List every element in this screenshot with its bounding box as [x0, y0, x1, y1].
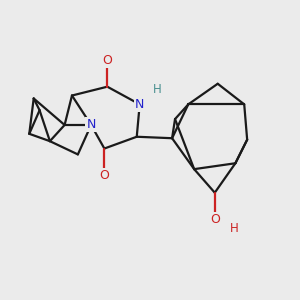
Text: O: O [102, 54, 112, 67]
Text: O: O [210, 213, 220, 226]
Text: N: N [86, 118, 96, 131]
Text: H: H [153, 83, 162, 96]
Text: O: O [99, 169, 109, 182]
Text: H: H [230, 221, 238, 235]
Text: N: N [135, 98, 144, 111]
